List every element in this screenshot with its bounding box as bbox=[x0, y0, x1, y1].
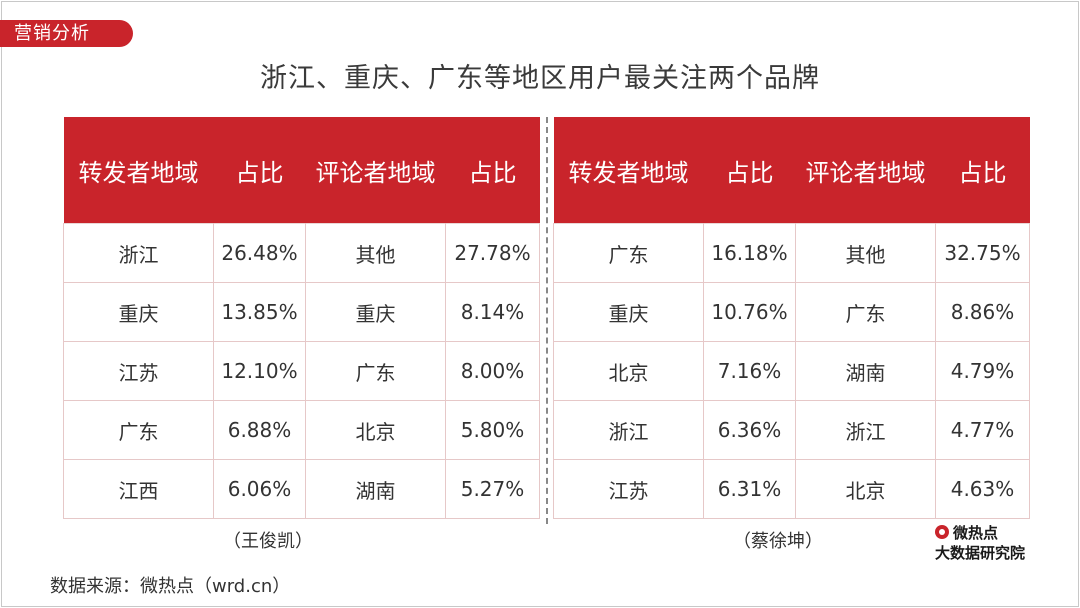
section-tag: 营销分析 bbox=[0, 20, 133, 47]
brand-logo: 微热点 大数据研究院 bbox=[935, 523, 1045, 563]
logo-line1: 微热点 bbox=[953, 524, 999, 542]
table-cell: 其他 bbox=[795, 223, 936, 283]
table-cell: 8.14% bbox=[445, 282, 540, 342]
header-forwarder-region: 转发者地域 bbox=[553, 117, 704, 224]
table-row: 广东 16.18% 其他 32.75% bbox=[553, 223, 1030, 283]
table-cell: 江西 bbox=[63, 459, 214, 519]
table-cell: 6.31% bbox=[703, 459, 796, 519]
table-cell: 5.80% bbox=[445, 400, 540, 460]
table-cell: 广东 bbox=[305, 341, 446, 401]
dashed-divider bbox=[546, 117, 548, 524]
table-cell: 重庆 bbox=[305, 282, 446, 342]
table-cell: 江苏 bbox=[553, 459, 704, 519]
table-cell: 浙江 bbox=[63, 223, 214, 283]
table-cell: 27.78% bbox=[445, 223, 540, 283]
table-row: 浙江 6.36% 浙江 4.77% bbox=[553, 400, 1030, 460]
table-row: 江苏 12.10% 广东 8.00% bbox=[63, 341, 540, 401]
table-cell: 浙江 bbox=[795, 400, 936, 460]
table-cell: 浙江 bbox=[553, 400, 704, 460]
data-source-note: 数据来源：微热点（wrd.cn） bbox=[50, 576, 291, 597]
eye-icon bbox=[935, 525, 949, 539]
table-cell: 重庆 bbox=[63, 282, 214, 342]
table-cell: 10.76% bbox=[703, 282, 796, 342]
table-cell: 北京 bbox=[795, 459, 936, 519]
right-table: 转发者地域 占比 评论者地域 占比 广东 16.18% 其他 32.75% 重庆… bbox=[553, 117, 1030, 519]
table-cell: 12.10% bbox=[213, 341, 306, 401]
left-table: 转发者地域 占比 评论者地域 占比 浙江 26.48% 其他 27.78% 重庆… bbox=[63, 117, 540, 519]
right-table-caption: （蔡徐坤） bbox=[733, 531, 823, 552]
header-share: 占比 bbox=[935, 117, 1030, 224]
table-cell: 6.06% bbox=[213, 459, 306, 519]
table-row: 江西 6.06% 湖南 5.27% bbox=[63, 459, 540, 519]
table-cell: 广东 bbox=[553, 223, 704, 283]
table-cell: 8.00% bbox=[445, 341, 540, 401]
table-header-row: 转发者地域 占比 评论者地域 占比 bbox=[553, 117, 1030, 224]
table-row: 重庆 13.85% 重庆 8.14% bbox=[63, 282, 540, 342]
table-cell: 4.77% bbox=[935, 400, 1030, 460]
table-cell: 26.48% bbox=[213, 223, 306, 283]
header-share: 占比 bbox=[445, 117, 540, 224]
table-cell: 4.63% bbox=[935, 459, 1030, 519]
header-commenter-region: 评论者地域 bbox=[305, 117, 446, 224]
table-row: 江苏 6.31% 北京 4.63% bbox=[553, 459, 1030, 519]
header-commenter-region: 评论者地域 bbox=[795, 117, 936, 224]
table-cell: 7.16% bbox=[703, 341, 796, 401]
table-cell: 其他 bbox=[305, 223, 446, 283]
table-cell: 13.85% bbox=[213, 282, 306, 342]
table-cell: 重庆 bbox=[553, 282, 704, 342]
table-row: 北京 7.16% 湖南 4.79% bbox=[553, 341, 1030, 401]
table-cell: 北京 bbox=[305, 400, 446, 460]
table-cell: 广东 bbox=[63, 400, 214, 460]
table-cell: 6.36% bbox=[703, 400, 796, 460]
table-cell: 32.75% bbox=[935, 223, 1030, 283]
table-cell: 广东 bbox=[795, 282, 936, 342]
table-cell: 4.79% bbox=[935, 341, 1030, 401]
table-row: 重庆 10.76% 广东 8.86% bbox=[553, 282, 1030, 342]
page-title: 浙江、重庆、广东等地区用户最关注两个品牌 bbox=[260, 63, 820, 94]
table-cell: 湖南 bbox=[795, 341, 936, 401]
header-share: 占比 bbox=[213, 117, 306, 224]
table-cell: 8.86% bbox=[935, 282, 1030, 342]
logo-line2: 大数据研究院 bbox=[935, 544, 1026, 562]
left-table-caption: （王俊凯） bbox=[223, 531, 313, 552]
header-forwarder-region: 转发者地域 bbox=[63, 117, 214, 224]
header-share: 占比 bbox=[703, 117, 796, 224]
table-cell: 6.88% bbox=[213, 400, 306, 460]
table-cell: 16.18% bbox=[703, 223, 796, 283]
table-row: 广东 6.88% 北京 5.80% bbox=[63, 400, 540, 460]
table-cell: 北京 bbox=[553, 341, 704, 401]
table-header-row: 转发者地域 占比 评论者地域 占比 bbox=[63, 117, 540, 224]
table-cell: 湖南 bbox=[305, 459, 446, 519]
table-cell: 江苏 bbox=[63, 341, 214, 401]
table-cell: 5.27% bbox=[445, 459, 540, 519]
table-row: 浙江 26.48% 其他 27.78% bbox=[63, 223, 540, 283]
